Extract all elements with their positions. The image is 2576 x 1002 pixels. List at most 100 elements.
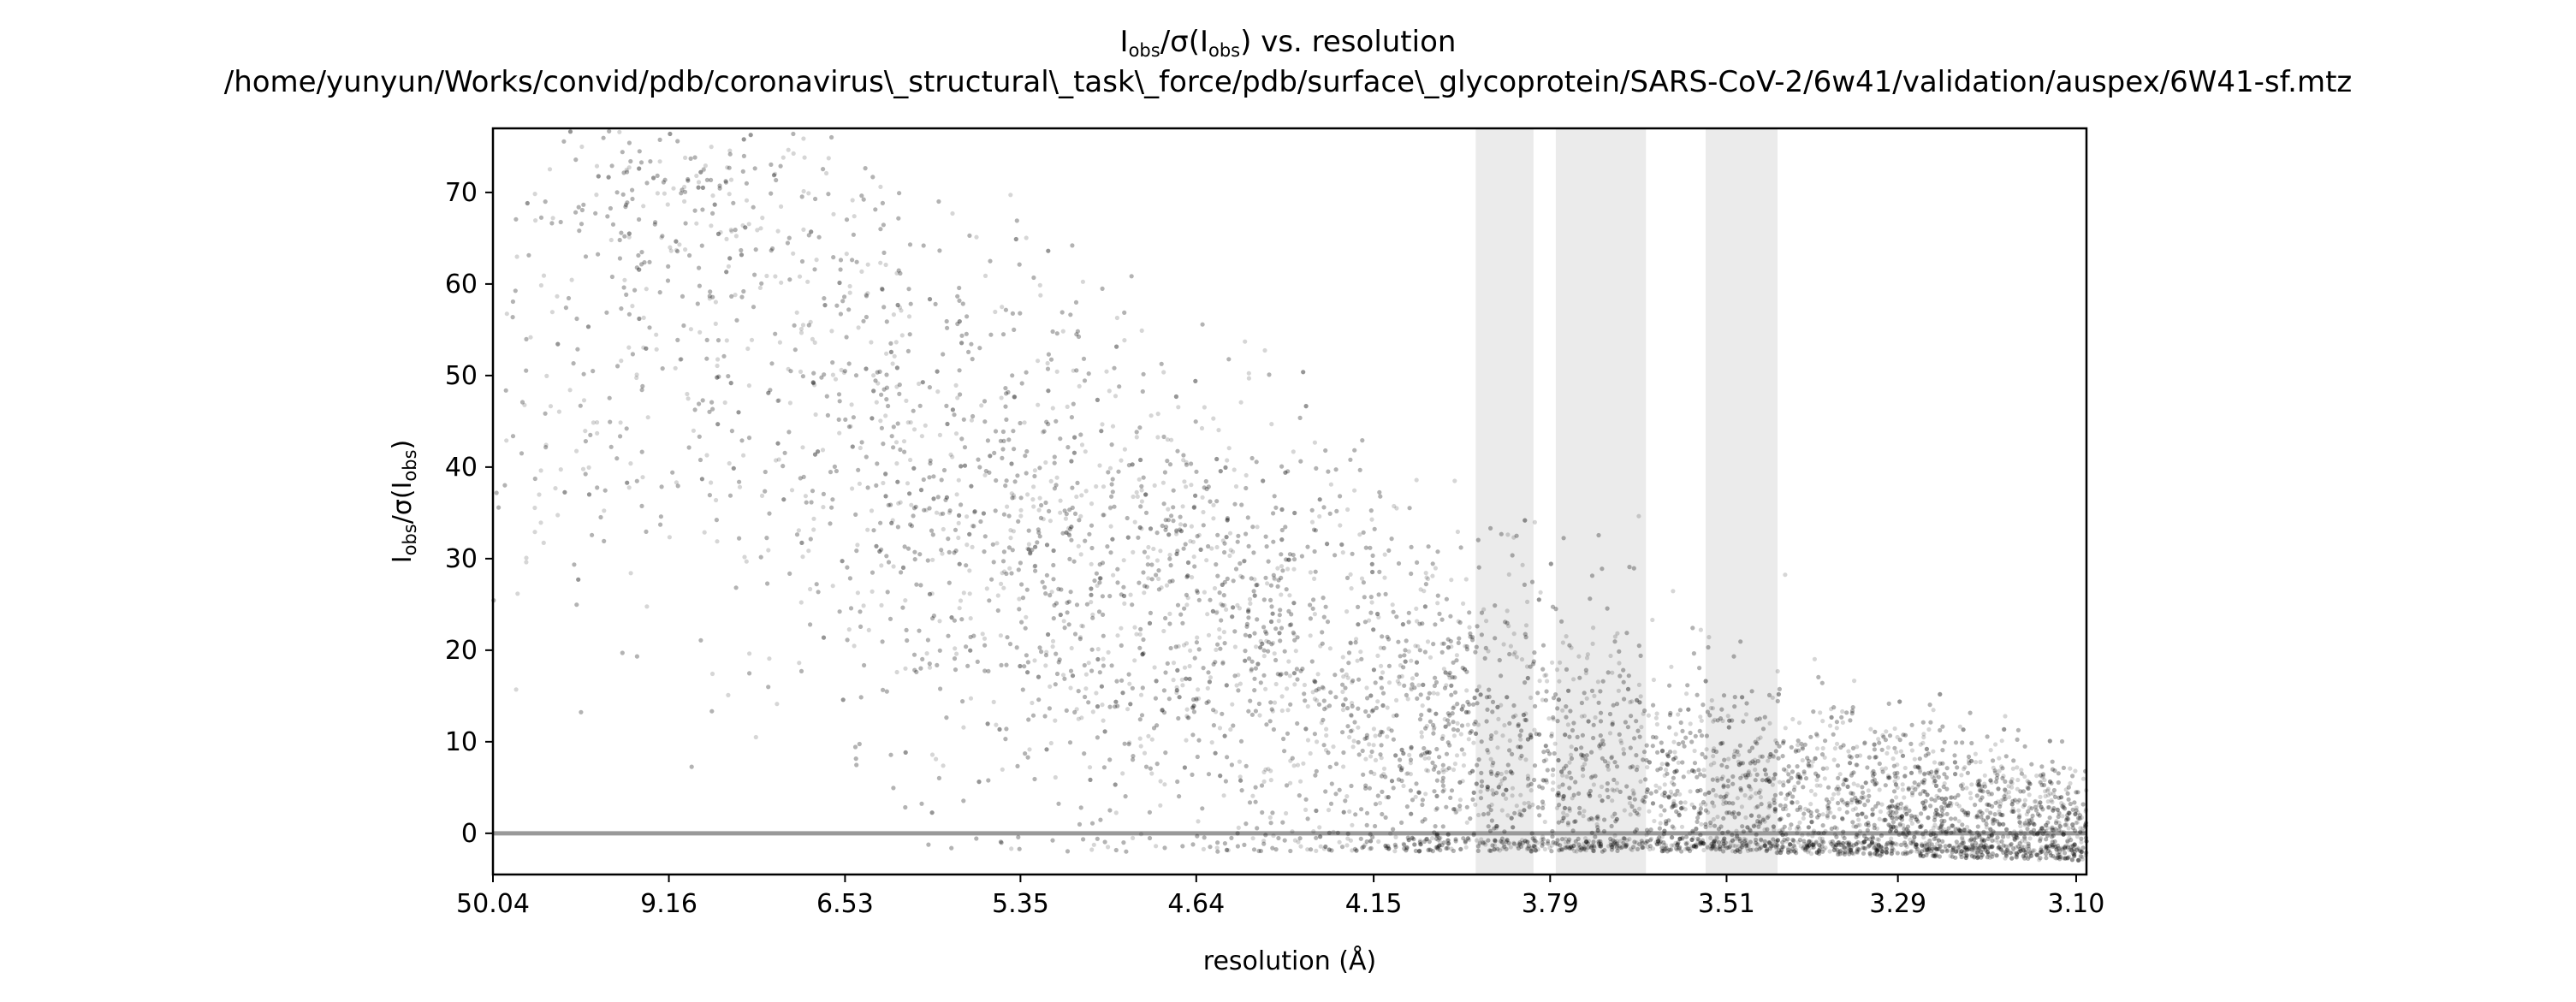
- data-point: [1683, 807, 1688, 812]
- data-point: [514, 254, 519, 259]
- data-point: [1139, 488, 1144, 493]
- data-point: [1462, 751, 1467, 757]
- ice-ring-band: [1706, 128, 1778, 875]
- data-point: [1709, 697, 1714, 703]
- data-point: [1405, 771, 1410, 776]
- data-point: [1728, 840, 1733, 845]
- data-point: [849, 402, 854, 407]
- data-point: [1426, 756, 1432, 761]
- data-point: [1636, 513, 1641, 519]
- data-point: [1892, 779, 1897, 784]
- data-point: [1766, 801, 1772, 806]
- data-point: [1581, 814, 1586, 819]
- data-point: [1825, 806, 1831, 811]
- data-point: [1427, 847, 1432, 852]
- data-point: [2003, 714, 2008, 719]
- data-point: [1107, 388, 1112, 394]
- data-point: [1267, 815, 1273, 821]
- data-point: [1026, 542, 1031, 547]
- data-point: [1540, 843, 1545, 848]
- data-point: [1095, 583, 1100, 589]
- data-point: [1295, 762, 1301, 768]
- data-point: [1504, 796, 1509, 801]
- chart-title-line1: Iobs/σ(Iobs) vs. resolution: [1120, 25, 1457, 61]
- data-point: [897, 305, 903, 310]
- data-point: [1050, 638, 1056, 644]
- data-point: [1290, 829, 1295, 834]
- data-point: [777, 340, 783, 345]
- data-point: [1254, 644, 1259, 649]
- data-point: [855, 590, 861, 596]
- data-point: [1532, 727, 1537, 732]
- data-point: [1650, 617, 1655, 623]
- data-point: [1504, 769, 1509, 774]
- data-point: [881, 480, 886, 486]
- data-point: [619, 359, 624, 364]
- data-point: [1113, 810, 1119, 815]
- data-point: [1209, 740, 1214, 745]
- data-point: [1974, 853, 1979, 858]
- data-point: [787, 400, 793, 406]
- data-point: [1196, 532, 1202, 537]
- data-point: [1706, 809, 1711, 815]
- data-point: [1455, 529, 1460, 535]
- data-point: [1184, 602, 1190, 608]
- data-point: [1272, 651, 1277, 656]
- data-point: [1610, 670, 1615, 675]
- data-point: [1843, 777, 1848, 782]
- data-point: [694, 221, 699, 226]
- data-point: [1616, 688, 1621, 693]
- data-point: [1591, 626, 1596, 631]
- data-point: [1451, 767, 1457, 773]
- data-point: [1226, 446, 1232, 451]
- data-point: [1264, 638, 1269, 643]
- data-point: [1628, 846, 1633, 851]
- data-point: [1820, 766, 1826, 772]
- data-point: [1514, 803, 1519, 809]
- data-point: [1842, 779, 1847, 784]
- data-point: [713, 321, 718, 326]
- data-point: [1119, 626, 1124, 631]
- data-point: [1309, 519, 1315, 525]
- data-point: [1492, 843, 1498, 848]
- data-point: [1345, 675, 1350, 680]
- data-point: [982, 472, 988, 477]
- data-point: [1495, 745, 1500, 750]
- data-point: [594, 163, 600, 169]
- data-point: [1805, 843, 1810, 848]
- data-point: [1909, 821, 1914, 827]
- data-point: [2080, 776, 2086, 781]
- data-point: [1181, 458, 1186, 463]
- data-point: [2019, 768, 2024, 773]
- data-point: [1814, 783, 1819, 788]
- data-point: [1234, 683, 1239, 688]
- data-point: [727, 460, 732, 466]
- data-point: [1248, 601, 1253, 607]
- data-point: [1452, 762, 1457, 767]
- data-point: [1628, 700, 1633, 705]
- data-point: [1127, 681, 1132, 686]
- data-point: [1871, 811, 1876, 816]
- data-point: [1580, 764, 1585, 770]
- data-point: [1620, 845, 1625, 850]
- data-point: [1770, 695, 1775, 700]
- data-point: [1950, 846, 1956, 851]
- data-point: [1773, 738, 1778, 744]
- data-point: [673, 365, 678, 371]
- data-point: [2003, 788, 2008, 793]
- data-point: [1714, 835, 1719, 840]
- data-point: [1817, 836, 1823, 841]
- data-point: [709, 145, 714, 150]
- data-point: [686, 396, 691, 401]
- data-point: [1050, 644, 1055, 649]
- data-point: [1638, 779, 1643, 784]
- data-point: [533, 218, 538, 223]
- data-point: [1268, 768, 1273, 774]
- data-point: [1876, 737, 1881, 742]
- data-point: [2078, 826, 2083, 831]
- data-point: [1806, 832, 1811, 837]
- data-point: [779, 280, 784, 285]
- data-point: [1214, 544, 1220, 550]
- data-point: [1576, 654, 1582, 659]
- data-point: [934, 510, 940, 515]
